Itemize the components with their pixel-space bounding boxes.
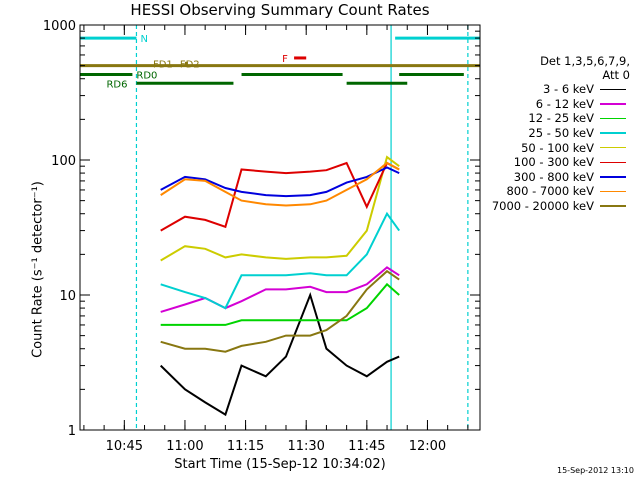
legend-entry: 12 - 25 keV bbox=[484, 111, 638, 126]
y-tick-label: 10 bbox=[59, 289, 76, 304]
timestamp: 15-Sep-2012 13:10 bbox=[557, 466, 634, 475]
flag-bar-label: FD2 bbox=[180, 60, 200, 71]
legend-entry: 7000 - 20000 keV bbox=[484, 199, 638, 214]
x-tick-label: 11:00 bbox=[166, 439, 203, 454]
legend-label: 25 - 50 keV bbox=[528, 126, 594, 141]
legend-entry: 6 - 12 keV bbox=[484, 97, 638, 112]
series-line bbox=[160, 166, 400, 198]
legend-swatch bbox=[600, 176, 626, 178]
legend-entry: 100 - 300 keV bbox=[484, 155, 638, 170]
series-line bbox=[160, 161, 400, 207]
flag-bar-label: RD0 bbox=[136, 70, 157, 81]
series-line bbox=[160, 266, 400, 313]
series-lines bbox=[160, 155, 401, 417]
legend-label: 50 - 100 keV bbox=[521, 140, 594, 155]
legend-swatch bbox=[600, 146, 626, 149]
legend-entry: 800 - 7000 keV bbox=[484, 184, 638, 199]
legend: Det 1,3,5,6,7,9, Att 0 3 - 6 keV 6 - 12 k… bbox=[484, 54, 638, 213]
series-line bbox=[160, 282, 400, 326]
y-axis-label: Count Rate (s⁻¹ detector⁻¹) bbox=[30, 181, 46, 358]
x-tick-label: 11:15 bbox=[227, 439, 264, 454]
legend-entry: 25 - 50 keV bbox=[484, 126, 638, 141]
series-line bbox=[160, 155, 400, 262]
series-line bbox=[160, 269, 400, 353]
legend-label: 6 - 12 keV bbox=[535, 96, 594, 111]
y-tick-label: 1 bbox=[68, 424, 76, 439]
chart-title: HESSI Observing Summary Count Rates bbox=[130, 1, 430, 19]
legend-swatch bbox=[600, 103, 626, 105]
legend-label: 100 - 300 keV bbox=[513, 155, 594, 170]
series-line bbox=[160, 211, 401, 310]
flag-bar-label: F bbox=[282, 54, 288, 65]
legend-swatch bbox=[600, 190, 626, 193]
plot-frame bbox=[79, 24, 481, 431]
series-line bbox=[160, 291, 400, 417]
series-line bbox=[160, 161, 400, 232]
legend-swatch bbox=[600, 132, 626, 134]
legend-label: 800 - 7000 keV bbox=[506, 184, 594, 199]
flag-bar-label: RD6 bbox=[106, 79, 127, 90]
legend-header-line: Det 1,3,5,6,7,9, bbox=[540, 54, 630, 68]
legend-header: Det 1,3,5,6,7,9, Att 0 bbox=[484, 54, 638, 82]
flag-bars: NFFD1FD2RD0RD6 bbox=[79, 34, 480, 90]
legend-entry: 50 - 100 keV bbox=[484, 140, 638, 155]
legend-entry: 3 - 6 keV bbox=[484, 82, 638, 97]
y-tick-label: 1000 bbox=[43, 19, 76, 34]
legend-label: 7000 - 20000 keV bbox=[491, 199, 594, 214]
vertical-markers bbox=[135, 25, 469, 430]
x-tick-label: 12:00 bbox=[409, 439, 446, 454]
legend-header-line: Att 0 bbox=[602, 68, 630, 82]
x-tick-label: 10:45 bbox=[106, 439, 143, 454]
axes: 1 10 100 1000 10:45 11:00 11:15 11:30 11:45 12:00 bbox=[43, 19, 481, 454]
legend-entry: 300 - 800 keV bbox=[484, 170, 638, 185]
legend-label: 12 - 25 keV bbox=[528, 111, 594, 126]
legend-swatch bbox=[600, 205, 626, 207]
x-tick-label: 11:45 bbox=[348, 439, 385, 454]
legend-swatch bbox=[600, 117, 626, 120]
legend-swatch bbox=[600, 88, 626, 91]
flag-bar-label: N bbox=[140, 34, 147, 45]
y-tick-label: 100 bbox=[51, 154, 76, 169]
x-axis-label: Start Time (15-Sep-12 10:34:02) bbox=[174, 457, 386, 472]
legend-label: 3 - 6 keV bbox=[543, 82, 594, 97]
legend-label: 300 - 800 keV bbox=[513, 169, 594, 184]
x-tick-label: 11:30 bbox=[287, 439, 324, 454]
legend-swatch bbox=[600, 161, 626, 164]
